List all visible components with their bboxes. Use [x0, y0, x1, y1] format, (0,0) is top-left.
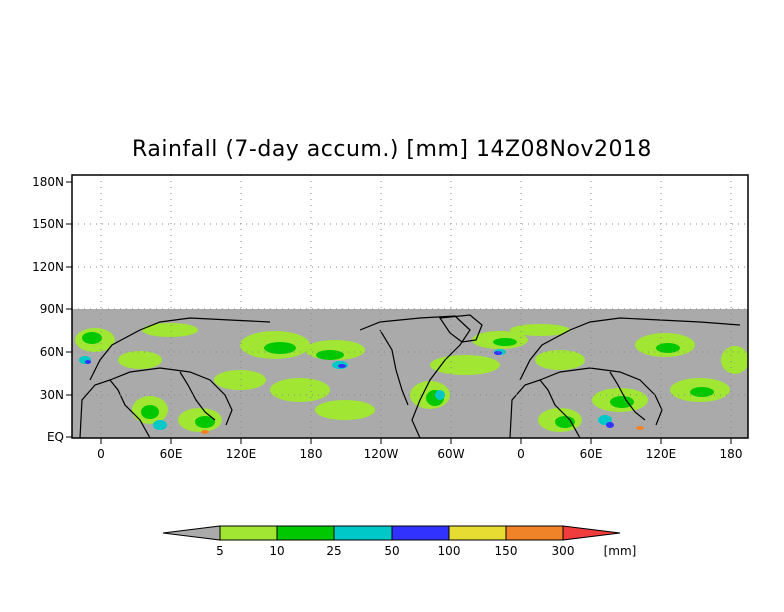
- coastlines: [79, 314, 741, 438]
- lon-label: 180: [720, 447, 743, 461]
- lon-label: 60E: [160, 447, 183, 461]
- lon-label: 0: [97, 447, 105, 461]
- colorbar-segment: [391, 525, 450, 541]
- rain-50-100: [85, 351, 614, 428]
- lat-label: 30N: [40, 388, 64, 402]
- lon-label: 120E: [226, 447, 257, 461]
- colorbar-label: 10: [269, 544, 284, 558]
- lon-label: 120W: [364, 447, 399, 461]
- colorbar-arrow-high: [562, 525, 621, 541]
- map-title: Rainfall (7-day accum.) [mm] 14Z08Nov201…: [132, 137, 652, 162]
- colorbar-segment: [448, 525, 507, 541]
- lon-label: 180: [300, 447, 323, 461]
- colorbar: [162, 525, 621, 541]
- lon-label: 60E: [580, 447, 603, 461]
- lat-label: 90N: [40, 302, 64, 316]
- lon-label: 60W: [437, 447, 464, 461]
- rain-5-10: [75, 323, 748, 432]
- lon-label: 120E: [646, 447, 677, 461]
- lat-label: EQ: [47, 430, 64, 444]
- colorbar-segment: [333, 525, 393, 541]
- colorbar-label: 50: [384, 544, 399, 558]
- colorbar-label: 5: [216, 544, 224, 558]
- colorbar-segment: [276, 525, 335, 541]
- colorbar-segment: [505, 525, 564, 541]
- colorbar-label: 150: [495, 544, 518, 558]
- colorbar-label: 100: [438, 544, 461, 558]
- lat-label: 120N: [32, 260, 64, 274]
- colorbar-arrow-low: [162, 525, 221, 541]
- plot-frame: [71, 174, 749, 439]
- lon-ticks: [100, 438, 732, 444]
- lat-label: 180N: [32, 175, 64, 189]
- lat-label: 60N: [40, 345, 64, 359]
- rain-150-300: [201, 426, 644, 434]
- lat-ticks: [66, 181, 72, 438]
- colorbar-segment: [219, 525, 278, 541]
- colorbar-units: [mm]: [604, 544, 637, 558]
- colorbar-label: 25: [326, 544, 341, 558]
- rainfall-field: [72, 309, 748, 438]
- lon-label: 0: [517, 447, 525, 461]
- colorbar-label: 300: [552, 544, 575, 558]
- lat-label: 150N: [32, 217, 64, 231]
